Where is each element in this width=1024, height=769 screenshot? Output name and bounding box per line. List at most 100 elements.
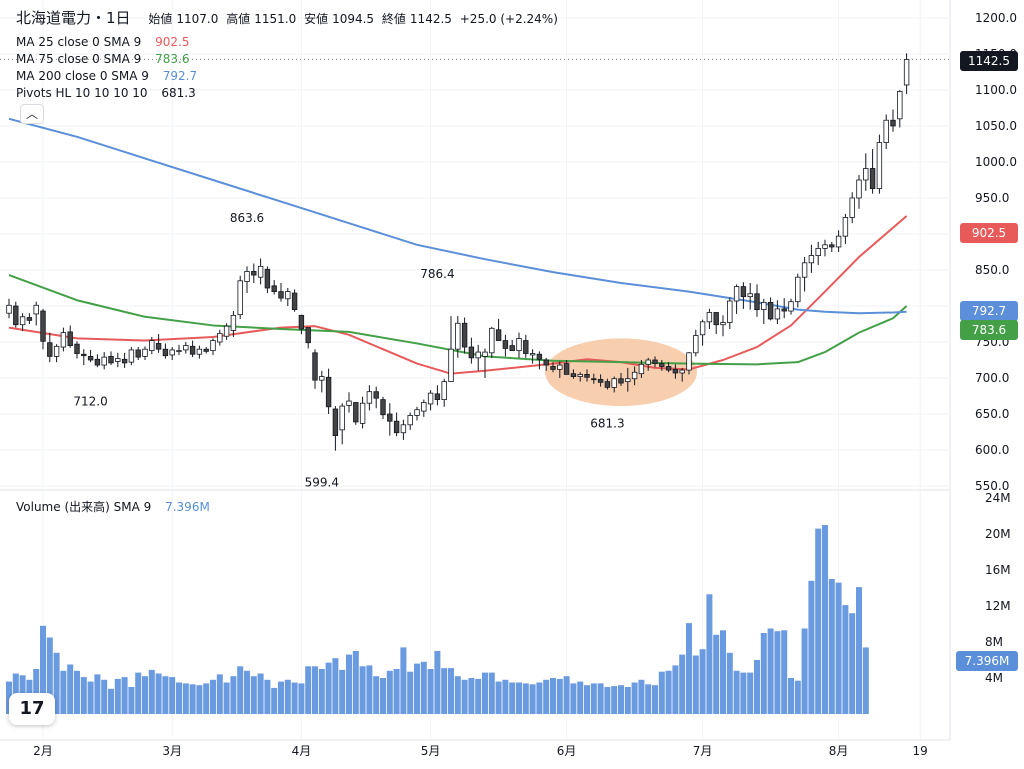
legend-title-row: 北海道電力・1日 始値 1107.0 高値 1151.0 安値 1094.5 終値 11… xyxy=(16,10,562,27)
volume-bar xyxy=(713,634,720,714)
candle-body xyxy=(19,316,26,326)
ma75-label: MA 75 close 0 SMA 9 xyxy=(16,52,142,66)
candle-body xyxy=(863,168,869,181)
ma200-value: 792.7 xyxy=(162,69,198,83)
volume-bar xyxy=(94,674,101,714)
legend-ma25[interactable]: MA 25 close 0 SMA 9 902.5 xyxy=(16,34,193,50)
volume-bar xyxy=(767,628,774,714)
candle-body xyxy=(373,391,379,399)
candle-body xyxy=(251,271,257,276)
volume-tick-label: 8M xyxy=(985,635,1003,649)
candle-body xyxy=(733,286,740,302)
time-tick-label: 4月 xyxy=(292,744,312,758)
volume-bar xyxy=(577,681,584,714)
candle-body xyxy=(563,363,570,375)
volume-bar xyxy=(760,633,767,714)
volume-bar xyxy=(312,666,318,714)
volume-bar xyxy=(618,685,624,714)
candle-body xyxy=(332,408,339,436)
candle-body xyxy=(699,321,706,336)
candle-body xyxy=(210,340,216,352)
candle-body xyxy=(278,291,284,299)
symbol-title[interactable]: 北海道電力・1日 xyxy=(16,9,131,27)
candle-body xyxy=(815,247,821,256)
volume-bar xyxy=(237,666,244,714)
volume-bar xyxy=(359,666,366,714)
volume-bar xyxy=(747,672,754,714)
candle-body xyxy=(516,337,522,352)
pivot-label: 599.4 xyxy=(305,475,339,489)
price-tick-label: 1100.0 xyxy=(975,83,1017,97)
candle-body xyxy=(897,91,903,120)
candle-body xyxy=(645,359,651,365)
candle-body xyxy=(604,381,611,388)
legend-pivots[interactable]: Pivots HL 10 10 10 10 681.3 xyxy=(16,85,200,101)
candle-body xyxy=(856,179,862,199)
price-tick-label: 650.0 xyxy=(975,407,1009,421)
volume-bar xyxy=(720,630,726,714)
candle-body xyxy=(230,314,237,331)
volume-bar xyxy=(325,662,332,714)
volume-bar xyxy=(835,582,842,714)
candle-body xyxy=(781,308,787,312)
volume-bar xyxy=(278,681,284,714)
volume-bar xyxy=(706,594,713,714)
ma-line-ma25 xyxy=(8,215,908,375)
volume-bar xyxy=(244,670,250,714)
volume-bar xyxy=(114,678,121,714)
legend-ma200[interactable]: MA 200 close 0 SMA 9 792.7 xyxy=(16,68,201,84)
tradingview-logo[interactable]: 17 xyxy=(9,693,55,725)
volume-tick-label: 12M xyxy=(985,599,1011,613)
legend-volume[interactable]: Volume (出来高) SMA 9 7.396M xyxy=(16,499,214,515)
volume-bar xyxy=(74,670,80,714)
volume-bar xyxy=(522,683,529,714)
candle-body xyxy=(665,366,672,371)
volume-bar xyxy=(686,623,692,714)
candle-body xyxy=(26,317,33,321)
volume-label: Volume (出来高) SMA 9 xyxy=(16,500,152,514)
candle-body xyxy=(835,235,842,248)
volume-bar xyxy=(781,630,788,714)
volume-bar xyxy=(216,674,223,714)
volume-bar xyxy=(516,682,522,714)
candle-body xyxy=(325,376,332,408)
volume-bar xyxy=(420,661,427,714)
candle-body xyxy=(305,327,311,344)
candle-body xyxy=(155,343,162,350)
volume-bar xyxy=(182,683,189,714)
volume-bar xyxy=(386,670,393,714)
candle-body xyxy=(203,348,209,352)
volume-bar xyxy=(842,605,849,714)
candle-body xyxy=(60,332,67,348)
volume-bar xyxy=(393,669,400,714)
time-tick-label: 6月 xyxy=(557,744,577,758)
candle-body xyxy=(597,379,604,383)
volume-bar xyxy=(665,670,672,714)
legend-ma75[interactable]: MA 75 close 0 SMA 9 783.6 xyxy=(16,51,193,67)
ma75-price-tag: 783.6 xyxy=(960,320,1018,340)
candle-body xyxy=(135,349,141,358)
candle-body xyxy=(679,369,685,374)
candle-body xyxy=(339,405,345,431)
candle-body xyxy=(108,355,114,364)
chevron-up-icon[interactable]: ︿ xyxy=(20,104,44,124)
volume-bar xyxy=(652,685,658,714)
candle-body xyxy=(366,391,373,404)
axis-layer: 1200.01150.01100.01050.01000.0950.0900.0… xyxy=(33,11,1017,758)
volume-bar xyxy=(210,679,216,714)
volume-bar xyxy=(108,688,114,714)
candle-body xyxy=(414,409,420,416)
volume-bar xyxy=(148,669,155,714)
candle-body xyxy=(162,348,169,357)
volume-bar xyxy=(53,652,60,714)
volume-bar xyxy=(461,679,468,714)
volume-bar xyxy=(250,676,257,714)
ma25-label: MA 25 close 0 SMA 9 xyxy=(16,35,142,49)
volume-bar xyxy=(543,679,550,714)
candle-body xyxy=(434,393,441,400)
volume-bar xyxy=(223,682,230,714)
volume-bar xyxy=(162,676,169,714)
volume-bar xyxy=(849,613,856,714)
highlight-ellipse xyxy=(545,338,697,407)
